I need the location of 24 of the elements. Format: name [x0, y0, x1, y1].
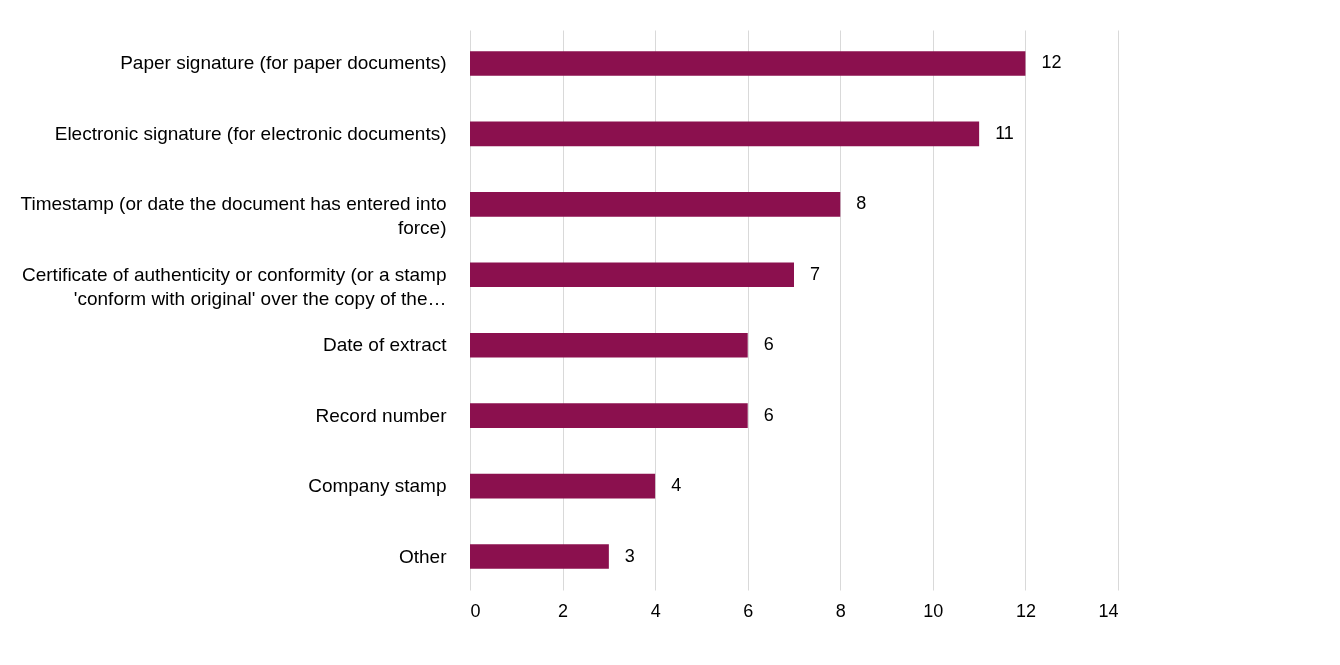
- y-tick-label: Other: [398, 545, 448, 567]
- y-tick-label: Certificate of authenticity or conformity (or a stamp 'conform with original' over the copy of the…: [22, 263, 447, 309]
- y-tick-label: Record number: [315, 404, 448, 426]
- y-tick-label: Paper signature (for paper documents): [120, 52, 447, 74]
- data-label: 4: [671, 475, 682, 496]
- data-label: 6: [763, 404, 774, 425]
- data-label: 3: [624, 545, 635, 566]
- x-tick-label: 6: [743, 600, 754, 621]
- data-label: 7: [810, 263, 821, 284]
- x-tick-label: 12: [1015, 600, 1036, 621]
- y-tick-label: Electronic signature (for electronic documents): [54, 122, 447, 144]
- data-label: 6: [763, 334, 774, 355]
- y-tick-label: Timestamp (or date the document has entered into force): [20, 193, 447, 239]
- x-tick-label: 0: [470, 600, 481, 621]
- data-label: 11: [995, 122, 1014, 143]
- y-tick-label: Date of extract: [322, 334, 448, 356]
- x-tick-label: 14: [1098, 600, 1119, 621]
- y-tick-label: Company stamp: [308, 475, 447, 497]
- x-tick-label: 10: [923, 600, 944, 621]
- data-label: 12: [1041, 52, 1062, 73]
- data-label: 8: [856, 193, 867, 214]
- x-tick-label: 8: [835, 600, 846, 621]
- x-tick-label: 4: [650, 600, 661, 621]
- x-tick-label: 2: [558, 600, 569, 621]
